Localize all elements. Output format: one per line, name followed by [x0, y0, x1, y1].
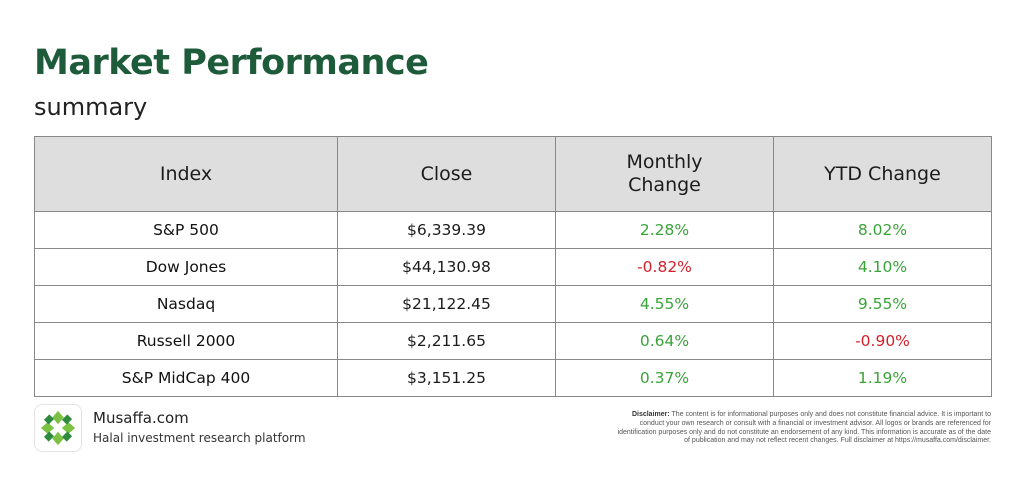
market-performance-table: Index Close Monthly Change YTD Change S&… [34, 136, 992, 397]
cell-close: $6,339.39 [337, 211, 556, 249]
cell-monthly-change: 0.37% [555, 359, 774, 397]
musaffa-logo-icon [34, 404, 82, 452]
page-subtitle: summary [34, 93, 148, 121]
table-row: Russell 2000 $2,211.65 0.64% -0.90% [34, 322, 992, 360]
disclaimer: Disclaimer: The content is for informati… [610, 411, 991, 446]
cell-ytd-change: -0.90% [773, 322, 992, 360]
cell-index: S&P 500 [34, 211, 338, 249]
cell-monthly-change: 4.55% [555, 285, 774, 323]
table-row: Nasdaq $21,122.45 4.55% 9.55% [34, 285, 992, 323]
header-monthly-change: Monthly Change [555, 136, 774, 212]
cell-close: $2,211.65 [337, 322, 556, 360]
cell-index: Russell 2000 [34, 322, 338, 360]
header-index: Index [34, 136, 338, 212]
header-ytd-change: YTD Change [773, 136, 992, 212]
disclaimer-text: The content is for informational purpose… [617, 411, 991, 445]
cell-ytd-change: 4.10% [773, 248, 992, 286]
header-close: Close [337, 136, 556, 212]
table-row: S&P MidCap 400 $3,151.25 0.37% 1.19% [34, 359, 992, 397]
table-row: S&P 500 $6,339.39 2.28% 8.02% [34, 211, 992, 249]
cell-index: Nasdaq [34, 285, 338, 323]
table-header-row: Index Close Monthly Change YTD Change [34, 136, 992, 212]
header-monthly-line2: Change [628, 174, 701, 196]
cell-monthly-change: -0.82% [555, 248, 774, 286]
brand-tagline: Halal investment research platform [93, 431, 306, 445]
cell-ytd-change: 8.02% [773, 211, 992, 249]
cell-index: Dow Jones [34, 248, 338, 286]
cell-monthly-change: 2.28% [555, 211, 774, 249]
table-row: Dow Jones $44,130.98 -0.82% 4.10% [34, 248, 992, 286]
brand-name: Musaffa.com [93, 409, 189, 427]
cell-close: $21,122.45 [337, 285, 556, 323]
page-title: Market Performance [34, 43, 429, 83]
cell-close: $3,151.25 [337, 359, 556, 397]
cell-monthly-change: 0.64% [555, 322, 774, 360]
header-monthly-line1: Monthly [626, 151, 703, 173]
cell-ytd-change: 1.19% [773, 359, 992, 397]
cell-ytd-change: 9.55% [773, 285, 992, 323]
cell-index: S&P MidCap 400 [34, 359, 338, 397]
cell-close: $44,130.98 [337, 248, 556, 286]
disclaimer-label: Disclaimer: [631, 411, 670, 418]
